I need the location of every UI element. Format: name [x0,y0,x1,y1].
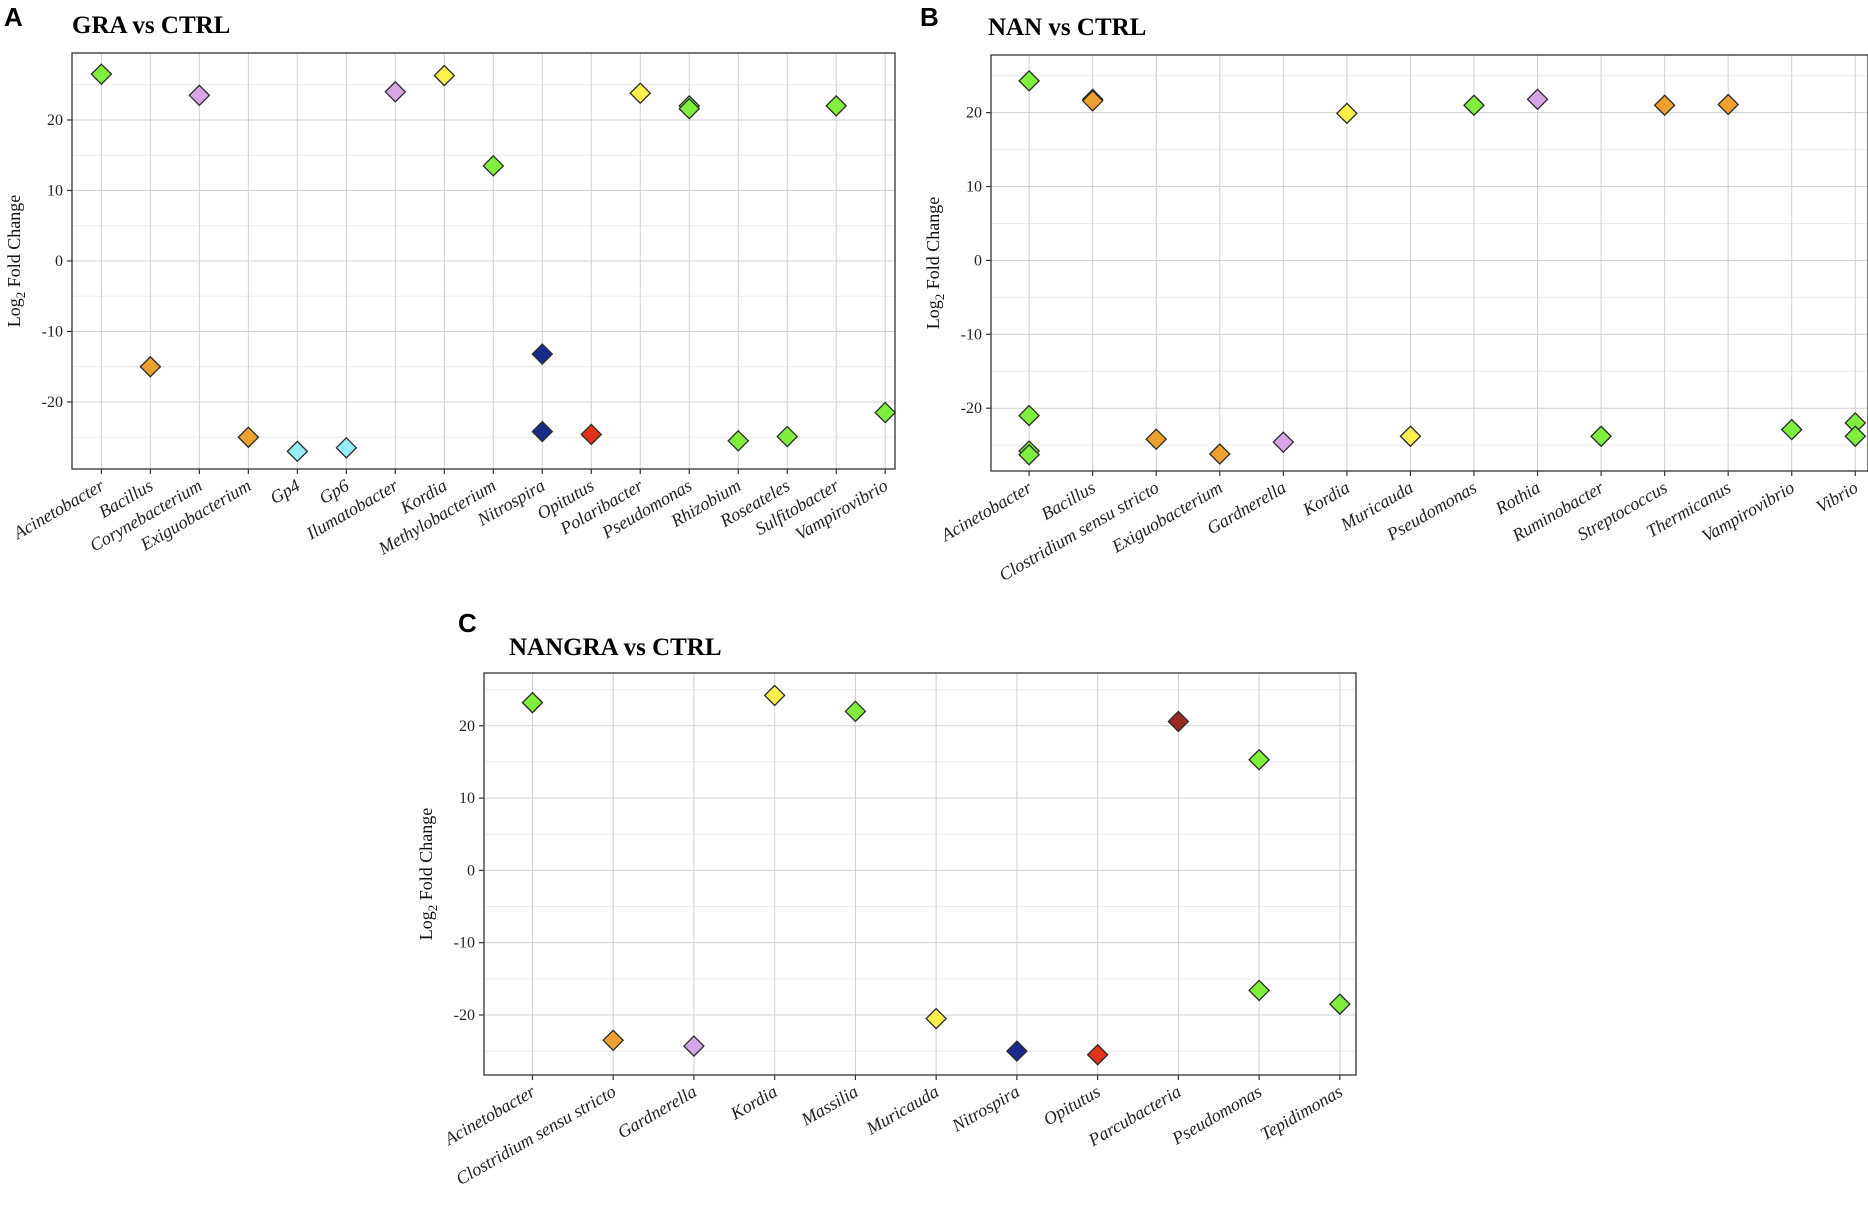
y-tick-label: -10 [454,935,475,952]
y-tick-label: 0 [467,862,475,879]
plot-border [483,672,1357,1076]
data-point-diamond [1399,425,1422,448]
data-point-diamond [90,63,113,86]
data-point-diamond [1145,428,1168,451]
data-point-diamond [384,80,407,103]
data-point-diamond [188,84,211,107]
data-point-diamond [1086,1043,1109,1066]
y-axis-title-log: Log [4,298,24,327]
x-tick-label: Gardnerella [614,1081,700,1142]
data-point-diamond [139,355,162,378]
y-axis-title-log: Log [923,300,943,329]
y-axis-title-rest: Fold Change [4,195,24,292]
data-point-diamond [580,423,603,446]
data-point-diamond [763,684,786,707]
y-axis-title-rest: Fold Change [923,197,943,294]
y-tick-label: 20 [47,112,63,129]
panel-title-b: NAN vs CTRL [988,14,1147,41]
data-point-diamond [1005,1040,1028,1063]
data-point-diamond [874,401,897,424]
data-point-diamond [629,82,652,105]
x-tick-label: Acinetobacter [937,477,1036,546]
data-point-diamond [844,700,867,723]
data-point-diamond [1328,993,1351,1016]
y-tick-label: 0 [974,252,982,269]
data-point-diamond [727,429,750,452]
x-tick-label: Kordia [726,1081,780,1124]
data-point-diamond [286,440,309,463]
plot-border [990,54,1868,472]
y-tick-label: 20 [459,718,475,735]
y-tick-label: 10 [966,179,982,196]
data-point-diamond [521,691,544,714]
x-tick-label: Exiguobacterium [1108,477,1226,557]
y-axis-title-subscript: 2 [425,905,440,912]
x-tick-label: Opitutus [1040,1081,1104,1129]
data-point-diamond [1248,979,1271,1002]
x-tick-label: Gp4 [266,475,303,508]
data-point-diamond [678,97,701,120]
y-axis-title: Log2 Fold Change [923,197,947,330]
x-tick-label: Muricauda [862,1081,942,1139]
y-axis-title-subscript: 2 [932,294,947,301]
y-tick-label: 10 [47,182,63,199]
y-tick-label: -20 [961,400,982,417]
x-tick-label: Pseudomonas [1168,1081,1265,1149]
data-point-diamond [925,1007,948,1030]
panel-letter-a: A [4,2,23,32]
data-point-diamond [1167,710,1190,733]
y-tick-label: -20 [42,394,63,411]
y-tick-label: 10 [459,790,475,807]
y-tick-label: 20 [966,105,982,122]
data-point-diamond [1335,102,1358,125]
panel-title-a: GRA vs CTRL [72,12,231,39]
y-tick-label: -10 [42,324,63,341]
data-point-diamond [482,154,505,177]
y-axis-title-rest: Fold Change [416,808,436,905]
data-point-diamond [825,94,848,117]
data-point-diamond [1526,88,1549,111]
data-point-diamond [1018,69,1041,92]
data-point-diamond [683,1035,705,1057]
panel-letter-c: C [458,608,477,638]
data-point-diamond [237,426,260,449]
data-point-diamond [602,1029,625,1052]
data-point-diamond [531,420,554,443]
data-point-diamond [433,64,456,87]
data-point-diamond [1081,89,1104,112]
data-point-diamond [1844,425,1867,448]
y-axis-title-subscript: 2 [13,292,28,299]
data-point-diamond [1272,431,1295,454]
x-tick-label: Tepidimonas [1257,1081,1346,1144]
data-point-diamond [1018,443,1041,466]
data-point-diamond [1463,94,1485,117]
data-point-diamond [776,425,799,448]
y-axis-title: Log2 Fold Change [416,808,440,941]
y-axis-title: Log2 Fold Change [4,195,28,328]
data-point-diamond [1590,425,1613,448]
panel-letter-b: B [920,2,939,32]
data-point-diamond [531,343,554,365]
data-point-diamond [1717,93,1740,116]
data-point-diamond [1248,748,1271,771]
panel-title-c: NANGRA vs CTRL [509,634,722,661]
x-tick-label: Vibrio [1813,477,1862,517]
chart-panel-2: -20 -10 0 10 20 Log2 Fold Change Acinetobacter… [923,54,1868,585]
y-tick-label: 0 [55,253,63,270]
data-point-diamond [1653,94,1676,117]
data-point-diamond [1780,418,1803,441]
data-point-diamond [335,436,358,459]
data-point-diamond [1018,404,1041,427]
y-tick-label: -20 [454,1007,475,1024]
y-axis-title-log: Log [416,911,436,940]
data-point-diamond [1208,443,1231,465]
x-tick-label: Massilia [797,1081,862,1130]
x-tick-label: Nitrospira [948,1081,1023,1136]
y-tick-label: -10 [961,326,982,343]
